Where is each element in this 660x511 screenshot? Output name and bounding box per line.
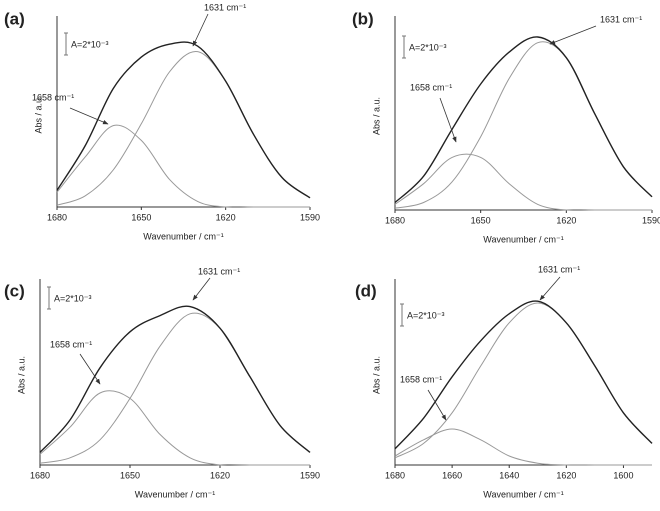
component-curve <box>56 124 310 208</box>
x-tick-label: 1590 <box>642 215 660 225</box>
scale-label: A=2*10⁻³ <box>409 42 447 52</box>
fit-curve <box>39 305 311 453</box>
annotation-arrow <box>549 25 597 45</box>
x-tick-label: 1600 <box>613 470 633 480</box>
x-axis-label: Wavenumber / cm⁻¹ <box>483 234 563 244</box>
scale-label: A=2*10⁻³ <box>407 310 445 320</box>
x-tick-label: 1680 <box>385 470 405 480</box>
x-tick-label: 1650 <box>131 212 151 222</box>
panel-label: (d) <box>355 281 377 300</box>
x-axis-label: Wavenumber / cm⁻¹ <box>135 489 215 499</box>
component-curve <box>394 41 653 209</box>
panel-label: (c) <box>4 281 25 300</box>
panel-label: (a) <box>4 9 25 28</box>
peak-annotation: 1658 cm⁻¹ <box>32 92 74 102</box>
x-tick-label: 1620 <box>556 215 576 225</box>
peak-annotation: 1631 cm⁻¹ <box>204 2 246 12</box>
peak-annotation: 1631 cm⁻¹ <box>198 266 240 276</box>
annotation-arrow <box>69 107 109 125</box>
annotation-arrow <box>539 276 561 301</box>
annotation-arrow <box>427 389 447 421</box>
component-curve <box>39 390 310 467</box>
scale-label: A=2*10⁻³ <box>71 39 109 49</box>
component-curve <box>394 428 652 466</box>
x-tick-label: 1620 <box>210 470 230 480</box>
x-tick-label: 1650 <box>471 215 491 225</box>
x-tick-label: 1620 <box>556 470 576 480</box>
peak-annotation: 1658 cm⁻¹ <box>400 374 442 384</box>
y-axis-label: Abs / a.u. <box>371 356 381 394</box>
fit-curve <box>56 41 311 199</box>
annotation-arrow <box>192 13 209 47</box>
x-tick-label: 1590 <box>300 212 320 222</box>
x-tick-label: 1660 <box>442 470 462 480</box>
x-tick-label: 1650 <box>120 470 140 480</box>
x-tick-label: 1680 <box>385 215 405 225</box>
fit-curve <box>394 36 653 204</box>
annotation-arrow <box>192 277 211 301</box>
annotation-arrow <box>439 97 457 143</box>
x-tick-label: 1590 <box>300 470 320 480</box>
component-curve <box>56 51 311 206</box>
x-tick-label: 1680 <box>30 470 50 480</box>
y-axis-label: Abs / a.u. <box>33 95 43 133</box>
component-curve <box>394 153 652 211</box>
x-axis-label: Wavenumber / cm⁻¹ <box>483 489 563 499</box>
x-tick-label: 1620 <box>216 212 236 222</box>
x-tick-label: 1680 <box>47 212 67 222</box>
panel-label: (b) <box>352 9 374 28</box>
component-curve <box>39 312 311 464</box>
fit-curve <box>394 300 653 450</box>
peak-annotation: 1631 cm⁻¹ <box>600 14 642 24</box>
peak-annotation: 1658 cm⁻¹ <box>50 339 92 349</box>
x-tick-label: 1640 <box>499 470 519 480</box>
y-axis-label: Abs / a.u. <box>371 97 381 135</box>
y-axis-label: Abs / a.u. <box>16 356 26 394</box>
scale-label: A=2*10⁻³ <box>54 293 92 303</box>
x-axis-label: Wavenumber / cm⁻¹ <box>143 231 223 241</box>
annotation-arrow <box>79 353 101 385</box>
peak-annotation: 1658 cm⁻¹ <box>410 82 452 92</box>
peak-annotation: 1631 cm⁻¹ <box>538 264 580 274</box>
